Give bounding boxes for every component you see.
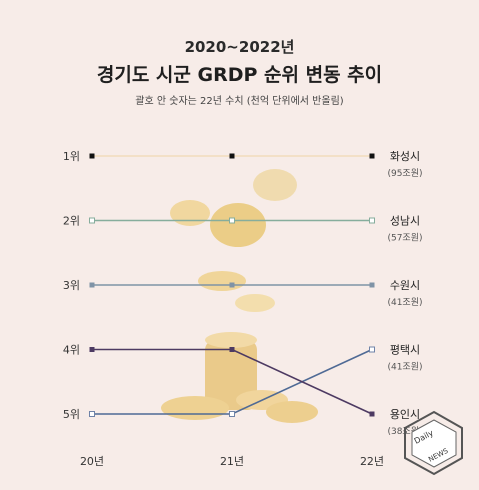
x-tick-label: 22년 [360,455,384,468]
chart-year-range: 2020~2022년 [184,38,295,56]
daily-news-logo: Daily NEWS [404,410,463,476]
series-value-label: (57조원) [387,233,422,244]
series-name-label: 용인시 [390,408,420,421]
chart-title: 경기도 시군 GRDP 순위 변동 추이 [96,64,383,86]
series-name-label: 성남시 [390,215,420,228]
y-tick-label: 3위 [63,279,80,292]
series-name-label: 화성시 [390,150,420,163]
data-point [229,217,235,224]
data-point [89,153,95,159]
y-tick-label: 5위 [63,408,80,421]
data-point [229,347,235,352]
series-value-label: (41조원) [387,362,422,373]
data-point [369,217,375,224]
data-point [89,347,95,352]
data-point [229,411,235,417]
data-point [89,217,95,224]
y-tick-label: 4위 [63,344,80,357]
data-point [369,346,375,353]
data-point [229,153,235,159]
series-name-label: 평택시 [390,344,420,357]
x-tick-label: 20년 [80,455,104,468]
x-tick-label: 21년 [220,455,244,468]
series-value-label: (95조원) [387,168,422,179]
data-point [89,282,95,288]
data-point [369,282,375,288]
data-point [369,411,375,417]
y-tick-label: 2위 [63,215,80,228]
data-point [229,282,235,288]
y-tick-label: 1위 [63,150,80,163]
chart-subtitle: 괄호 안 숫자는 22년 수치 (천억 단위에서 반올림) [135,96,344,107]
series-name-label: 수원시 [390,279,420,292]
data-point [89,411,95,417]
series-value-label: (41조원) [387,297,422,308]
data-point [369,153,375,159]
